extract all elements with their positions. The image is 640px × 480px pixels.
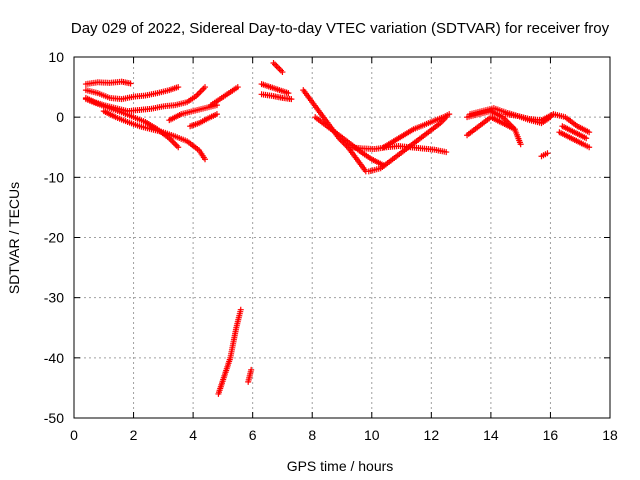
series-track-15	[312, 114, 387, 169]
x-tick-label: 0	[70, 427, 78, 443]
series-track-5	[100, 108, 209, 163]
data-point-marker	[544, 150, 551, 157]
y-tick-label: -40	[44, 350, 64, 366]
x-tick-label: 10	[364, 427, 380, 443]
data-point-marker	[586, 129, 593, 136]
y-tick-label: 10	[48, 49, 64, 65]
grid-lines	[74, 57, 610, 418]
y-tick-label: 0	[56, 109, 64, 125]
data-point-marker	[213, 111, 220, 118]
x-tick-label: 8	[308, 427, 316, 443]
data-point-marker	[127, 80, 134, 87]
data-point-marker	[285, 90, 292, 97]
x-tick-label: 4	[189, 427, 197, 443]
series-track-2	[82, 84, 182, 103]
series-track-25	[556, 129, 593, 151]
x-tick-label: 6	[249, 427, 257, 443]
series-track-9	[215, 306, 244, 397]
series-track-22	[502, 111, 593, 136]
data-point-marker	[443, 149, 450, 156]
y-tick-label: -50	[44, 410, 64, 426]
x-axis-label: GPS time / hours	[287, 458, 394, 474]
axes: 0 2 4 6 8 10 12 14 16 18 10 0 -10 -20 -30 -40 -50	[44, 49, 618, 443]
series-track-4	[82, 96, 182, 151]
y-tick-label: -20	[44, 230, 64, 246]
data-point-marker	[517, 141, 524, 148]
data-point-marker	[237, 306, 244, 313]
data-point-marker	[234, 84, 241, 91]
data-point-marker	[202, 84, 209, 91]
data-point-marker	[248, 366, 255, 373]
series-track-8	[207, 84, 241, 109]
data-point-marker	[279, 69, 286, 76]
chart-title: Day 029 of 2022, Sidereal Day-to-day VTE…	[71, 20, 610, 37]
series-track-7	[187, 111, 220, 130]
data-point-marker	[583, 135, 590, 142]
data-point-marker	[202, 156, 209, 163]
y-axis-label: SDTVAR / TECUs	[6, 182, 22, 294]
y-tick-label: -30	[44, 290, 64, 306]
data-points	[82, 60, 593, 397]
data-point-marker	[586, 144, 593, 151]
x-tick-label: 18	[602, 427, 618, 443]
x-tick-label: 12	[424, 427, 440, 443]
series-track-23	[538, 150, 551, 160]
series-track-12	[258, 81, 292, 97]
y-tick-label: -10	[44, 169, 64, 185]
series-track-1	[82, 78, 134, 88]
series-track-19	[464, 114, 518, 139]
data-point-marker	[175, 84, 182, 91]
series-track-11	[270, 60, 286, 76]
series-track-13	[258, 91, 295, 103]
data-point-marker	[175, 144, 182, 151]
series-track-17	[365, 114, 450, 175]
x-tick-label: 16	[543, 427, 559, 443]
series-track-18	[380, 111, 453, 151]
x-tick-label: 2	[130, 427, 138, 443]
data-point-marker	[288, 96, 295, 103]
series-track-24	[559, 123, 590, 142]
series-track-10	[245, 366, 255, 385]
x-tick-label: 14	[483, 427, 499, 443]
data-point-marker	[446, 111, 453, 118]
